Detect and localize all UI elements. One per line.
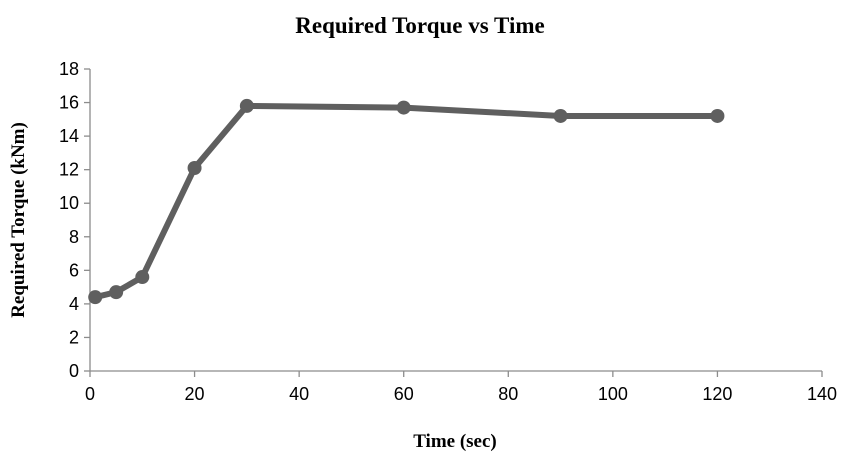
x-axis-ticks: 0 20 40 60 80 100 120 140 bbox=[85, 371, 837, 404]
y-tick-label: 18 bbox=[59, 59, 79, 79]
x-tick-label: 120 bbox=[702, 384, 732, 404]
y-tick-label: 8 bbox=[69, 227, 79, 247]
y-axis-title: Required Torque (kNm) bbox=[8, 122, 29, 318]
x-tick-label: 60 bbox=[394, 384, 414, 404]
x-tick-label: 100 bbox=[598, 384, 628, 404]
series-line bbox=[92, 102, 721, 301]
data-point bbox=[710, 108, 725, 123]
data-point bbox=[239, 98, 254, 113]
y-tick-label: 12 bbox=[59, 160, 79, 180]
chart-title: Required Torque vs Time bbox=[295, 13, 544, 38]
y-tick-label: 4 bbox=[69, 294, 79, 314]
y-tick-label: 2 bbox=[69, 327, 79, 347]
data-point bbox=[135, 270, 150, 285]
x-tick-label: 80 bbox=[498, 384, 518, 404]
data-point bbox=[187, 160, 202, 175]
data-point bbox=[109, 285, 124, 300]
data-point bbox=[396, 100, 411, 115]
y-tick-label: 10 bbox=[59, 193, 79, 213]
y-tick-label: 14 bbox=[59, 126, 79, 146]
x-axis-title: Time (sec) bbox=[413, 431, 497, 452]
y-tick-label: 6 bbox=[69, 260, 79, 280]
x-tick-label: 140 bbox=[807, 384, 837, 404]
data-point bbox=[88, 290, 103, 305]
y-axis-ticks: 0 2 4 6 8 10 12 14 16 18 bbox=[59, 59, 90, 381]
plot-series bbox=[88, 98, 725, 305]
axes bbox=[89, 69, 822, 372]
y-tick-label: 16 bbox=[59, 93, 79, 113]
x-tick-label: 0 bbox=[85, 384, 95, 404]
x-tick-label: 40 bbox=[289, 384, 309, 404]
y-tick-label: 0 bbox=[69, 361, 79, 381]
x-tick-label: 20 bbox=[185, 384, 205, 404]
data-point bbox=[553, 108, 568, 123]
